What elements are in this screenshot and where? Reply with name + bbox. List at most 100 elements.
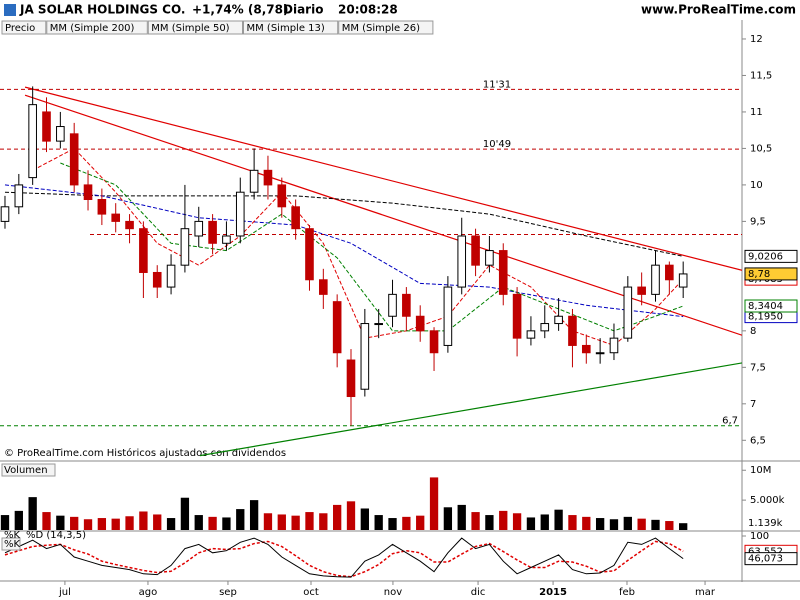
x-tick-label: oct xyxy=(303,587,319,598)
level-label: 11'31 xyxy=(483,79,511,90)
level-label: 6,7 xyxy=(722,416,738,427)
panel-title: %K xyxy=(4,539,21,550)
candle-body xyxy=(28,104,37,179)
candle-body xyxy=(595,352,605,355)
panel: 12 11,5 11 10,5 10 9,5 8 7,5 7 6,5 jul ago sep oct nov… xyxy=(0,34,798,598)
volume-bar xyxy=(457,504,466,530)
legend-box xyxy=(46,20,148,35)
volume-bar xyxy=(429,477,439,530)
volume-bar xyxy=(70,516,79,530)
volume-bar xyxy=(568,515,577,530)
candle-body xyxy=(249,169,259,193)
volume-bar xyxy=(554,509,563,530)
volume-bar xyxy=(194,515,203,530)
app-icon xyxy=(4,4,16,16)
volume-bar xyxy=(249,500,259,530)
y-tick-label: 10M xyxy=(750,465,771,476)
plot-area xyxy=(4,537,684,578)
candle-body xyxy=(125,220,134,230)
volume-bar xyxy=(305,512,314,530)
value-label: 8,78 xyxy=(748,269,770,280)
value-label: 1.139k xyxy=(748,518,783,529)
volume-bar xyxy=(28,497,37,530)
candle-body xyxy=(332,301,342,354)
legend-box xyxy=(243,20,339,35)
volume-bar xyxy=(512,513,522,530)
legend-box xyxy=(338,20,434,35)
x-tick-label: 2015 xyxy=(539,587,567,598)
legend-entry: %K xyxy=(4,530,21,541)
candle-body xyxy=(581,344,591,354)
volume-bar xyxy=(0,515,10,530)
x-tick-label: dic xyxy=(471,587,486,598)
candle-body xyxy=(56,126,65,142)
volume-bar xyxy=(540,514,549,530)
volume-bar xyxy=(319,513,328,530)
y-tick-label: 11,5 xyxy=(750,70,772,81)
legend-entry: MM (Simple 50) xyxy=(151,23,229,34)
volume-bar xyxy=(471,512,480,530)
y-tick-label: 6,5 xyxy=(750,435,766,446)
legend-entry: MM (Simple 13) xyxy=(247,23,325,34)
panel: 10M 5.000k Volumen 1.139k xyxy=(0,463,785,530)
candle-body xyxy=(222,235,231,244)
volume-bar xyxy=(374,515,383,530)
candle-body xyxy=(651,264,660,295)
volume-bar xyxy=(416,515,425,530)
y-tick-label: 10,5 xyxy=(750,143,772,154)
candle-body xyxy=(139,228,148,273)
trendline xyxy=(199,362,742,457)
y-tick-label: 9,5 xyxy=(750,216,766,227)
value-label: 46,073 xyxy=(748,554,783,565)
y-tick-label: 11 xyxy=(750,107,763,118)
candle-body xyxy=(194,220,204,237)
value-label: 9,0206 xyxy=(748,251,783,262)
candle-body xyxy=(166,264,176,288)
volume-bar xyxy=(83,519,93,530)
y-tick-label: 8 xyxy=(750,326,756,337)
candle-body xyxy=(346,359,356,398)
y-tick-label: 5.000k xyxy=(750,495,785,506)
candle-body xyxy=(637,286,646,295)
candle-body xyxy=(263,169,273,186)
x-tick-label: jul xyxy=(58,587,71,598)
x-tick-label: nov xyxy=(384,587,402,598)
volume-bar xyxy=(291,515,300,530)
candle-body xyxy=(554,315,563,325)
volume-bar xyxy=(42,512,51,530)
volume-bar xyxy=(277,514,286,530)
volume-bar xyxy=(166,518,176,530)
site: www.ProRealTime.com xyxy=(641,3,796,17)
candle-body xyxy=(678,273,688,288)
volume-bar xyxy=(346,501,356,530)
candle-body xyxy=(457,235,467,288)
volume-bar xyxy=(139,511,148,530)
volume-bar xyxy=(111,518,120,530)
candle-body xyxy=(485,250,494,266)
legend-entry: %D (14,3,5) xyxy=(26,530,86,541)
candle-body xyxy=(69,133,79,186)
volume-bar xyxy=(180,497,190,530)
volume-bar xyxy=(499,510,508,530)
value-label: 63,552 xyxy=(748,546,783,557)
candle-body xyxy=(443,286,453,346)
x-tick-label: mar xyxy=(695,587,716,598)
stock-name: JA SOLAR HOLDINGS CO. xyxy=(19,3,185,17)
volume-bar xyxy=(56,515,65,530)
candle-body xyxy=(14,184,24,208)
legend-box xyxy=(1,20,47,35)
panel-title-box xyxy=(1,537,21,551)
candle-body xyxy=(609,337,619,354)
x-tick-label: ago xyxy=(139,587,158,598)
candle-body xyxy=(208,220,217,244)
x-tick-label: sep xyxy=(219,587,237,598)
candle-body xyxy=(0,206,10,222)
volume-bar xyxy=(263,513,273,530)
panel-title-box xyxy=(1,463,56,477)
legend-entry: MM (Simple 26) xyxy=(342,23,420,34)
oscillator-line xyxy=(4,540,684,578)
volume-bar xyxy=(333,504,342,530)
candle-body xyxy=(235,191,245,237)
candle-body xyxy=(429,330,439,354)
